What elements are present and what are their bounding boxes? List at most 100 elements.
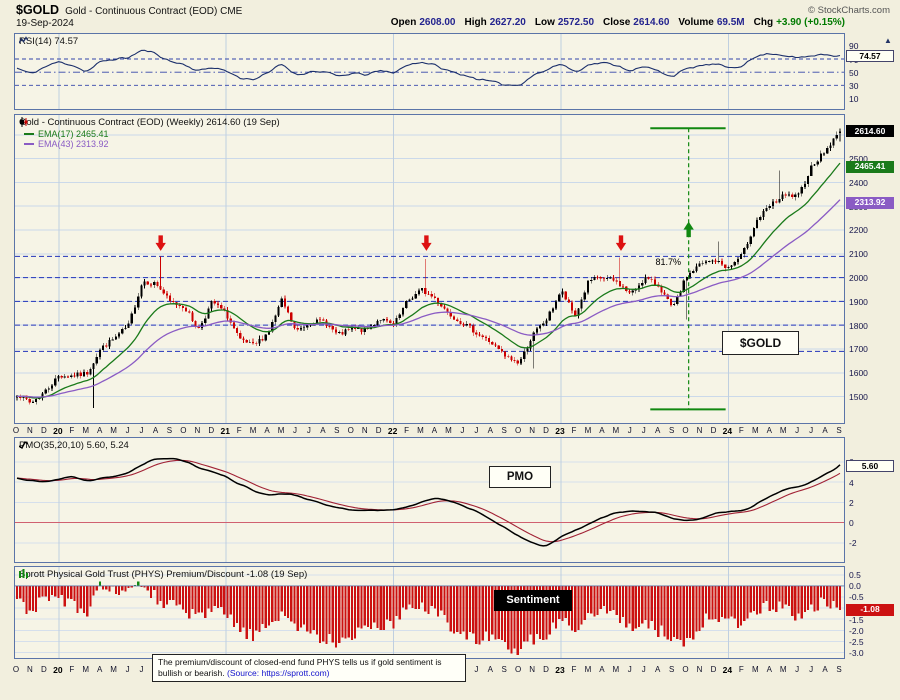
x-axis-month-label: S bbox=[836, 665, 842, 674]
x-axis-month-label: D bbox=[41, 426, 47, 435]
symbol-annotation-box: $GOLD bbox=[722, 331, 799, 355]
y-axis-tick: 2200 bbox=[849, 225, 868, 236]
quote-volume: Volume 69.5M bbox=[678, 17, 745, 28]
premium-discount-bars bbox=[15, 581, 842, 655]
x-axis-month-label: J bbox=[292, 426, 297, 435]
x-axis-month-label: D bbox=[543, 665, 549, 674]
x-axis-month-label: O bbox=[515, 665, 522, 674]
y-axis-tick: 50 bbox=[849, 67, 859, 78]
rsi-label: RSI(14) 74.57 bbox=[19, 36, 79, 47]
pmo-label-row: PMO(35,20,10) 5.60, 5.24 bbox=[19, 440, 129, 451]
ema17-line-sample bbox=[24, 133, 34, 135]
x-axis-year-label: 20 bbox=[53, 426, 63, 436]
x-axis-month-label: A bbox=[822, 665, 828, 674]
x-axis-month-label: J bbox=[795, 665, 800, 674]
x-axis-month-label: F bbox=[69, 426, 75, 435]
price-title: Gold - Continuous Contract (EOD) (Weekly… bbox=[19, 117, 280, 128]
x-axis-month-label: N bbox=[194, 426, 201, 435]
x-axis-month-label: A bbox=[152, 426, 159, 435]
histogram-icon bbox=[19, 569, 28, 578]
x-axis-month-label: M bbox=[779, 426, 787, 435]
x-axis-month-label: M bbox=[584, 426, 592, 435]
candlestick-icon bbox=[20, 117, 28, 127]
pmo-panel: PMO(35,20,10) 5.60, 5.24 bbox=[14, 437, 845, 563]
ema43-line-sample bbox=[24, 143, 34, 145]
x-axis-month-label: A bbox=[822, 426, 828, 435]
sentiment-annotation-box: Sentiment bbox=[494, 590, 572, 611]
x-axis-month-label: A bbox=[431, 426, 438, 435]
ema17-line bbox=[16, 162, 841, 399]
pmo-plot bbox=[15, 438, 844, 562]
x-axis-month-label: O bbox=[515, 426, 522, 435]
x-axis-month-label: O bbox=[682, 426, 689, 435]
x-axis-month-label: M bbox=[82, 426, 90, 435]
x-axis-month-label: F bbox=[69, 665, 75, 674]
x-axis-month-label: N bbox=[696, 426, 703, 435]
ema43-line bbox=[16, 199, 841, 398]
y-axis-tick: 2 bbox=[849, 497, 854, 508]
x-axis-month-label: D bbox=[375, 426, 382, 435]
quote-open: Open 2608.00 bbox=[390, 17, 456, 28]
x-axis-month-label: D bbox=[710, 426, 717, 435]
x-axis-month-label: N bbox=[696, 665, 703, 674]
quote-close: Close 2614.60 bbox=[603, 17, 670, 28]
x-axis-month-label: J bbox=[809, 426, 814, 435]
x-axis-month-label: A bbox=[264, 426, 270, 435]
x-axis-month-label: N bbox=[27, 665, 33, 674]
x-axis-month-label: S bbox=[668, 426, 675, 435]
price-title-row: Gold - Continuous Contract (EOD) (Weekly… bbox=[19, 117, 280, 128]
x-axis-month-label: A bbox=[766, 426, 772, 435]
x-axis-month-label: D bbox=[543, 426, 549, 435]
x-axis-month-label: F bbox=[236, 426, 242, 435]
chart-date: 19-Sep-2024 bbox=[16, 18, 74, 29]
x-axis-month-label: F bbox=[404, 426, 409, 435]
x-axis-month-label: A bbox=[97, 426, 103, 435]
x-axis-month-label: M bbox=[751, 665, 759, 674]
x-axis-month-label: S bbox=[668, 665, 675, 674]
price-plot bbox=[15, 115, 844, 423]
y-axis-tick: 1900 bbox=[849, 296, 868, 307]
legend-ema43: EMA(43) 2313.92 bbox=[24, 139, 109, 149]
y-axis-tick: 1700 bbox=[849, 344, 868, 355]
x-axis-year-label: 20 bbox=[53, 665, 63, 675]
x-axis-month-label: A bbox=[654, 665, 661, 674]
phys-note-text: The premium/discount of closed-end fund … bbox=[158, 657, 442, 679]
x-axis-month-label: S bbox=[166, 426, 173, 435]
y-axis-tick: -3.0 bbox=[849, 647, 864, 658]
x-axis-month-label: S bbox=[501, 665, 507, 674]
x-axis-month-label: M bbox=[612, 665, 620, 674]
x-axis-month-label: S bbox=[334, 426, 340, 435]
x-axis-month-label: O bbox=[180, 426, 187, 435]
x-axis-month-label: M bbox=[445, 426, 452, 435]
sentiment-label-row: Sprott Physical Gold Trust (PHYS) Premiu… bbox=[19, 569, 307, 580]
x-axis-month-label: J bbox=[125, 426, 130, 435]
x-axis-month-label: M bbox=[612, 426, 620, 435]
x-axis-month-label: M bbox=[417, 426, 424, 435]
scroll-up-icon[interactable]: ▲ bbox=[884, 36, 892, 45]
x-axis-month-label: J bbox=[139, 665, 144, 674]
x-axis-month-label: A bbox=[599, 665, 605, 674]
sentiment-value-box: -1.08 bbox=[846, 604, 894, 616]
x-axis-month-label: A bbox=[487, 665, 493, 674]
red-down-arrow bbox=[155, 235, 166, 251]
x-axis-month-label: M bbox=[779, 665, 787, 674]
x-axis-month-label: M bbox=[82, 665, 90, 674]
x-axis-month-label: A bbox=[97, 665, 103, 674]
ema43-legend-label: EMA(43) 2313.92 bbox=[38, 139, 109, 149]
x-axis-month-label: D bbox=[41, 665, 47, 674]
x-axis-month-label: O bbox=[682, 665, 689, 674]
price-value-box: 2614.60 bbox=[846, 125, 894, 137]
instrument-name: Gold - Continuous Contract (EOD) CME bbox=[65, 6, 243, 17]
x-axis-month-label: F bbox=[571, 426, 577, 435]
x-axis-month-label: J bbox=[474, 665, 479, 674]
rsi-line bbox=[16, 49, 841, 86]
x-axis-month-label: A bbox=[320, 426, 326, 435]
pmo-signal-line bbox=[16, 459, 841, 543]
y-axis-tick: -2.5 bbox=[849, 636, 864, 647]
pmo-label: PMO(35,20,10) 5.60, 5.24 bbox=[19, 440, 129, 451]
quote-change: Chg +3.90 (+0.15%) bbox=[753, 17, 845, 28]
sentiment-panel: Sprott Physical Gold Trust (PHYS) Premiu… bbox=[14, 566, 845, 659]
y-axis-tick: 10 bbox=[849, 93, 859, 104]
ema43-value-box: 2313.92 bbox=[846, 197, 894, 209]
x-axis-month-label: M bbox=[584, 665, 592, 674]
